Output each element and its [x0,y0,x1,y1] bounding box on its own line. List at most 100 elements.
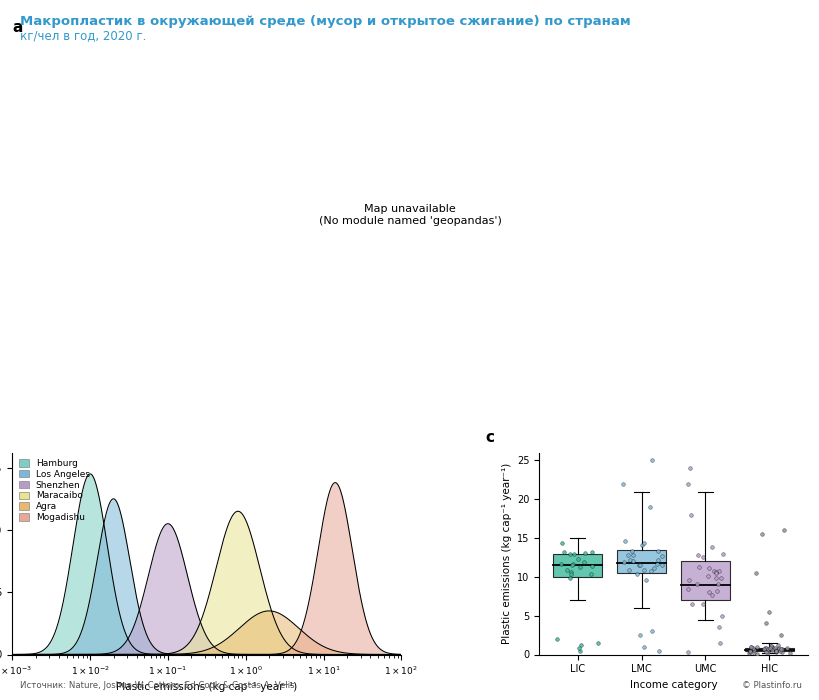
Point [767,642,781,653]
Point [590,637,604,648]
Point [695,552,708,563]
Point [616,478,629,489]
Point [637,564,650,575]
Point [691,561,704,573]
Point [715,610,728,622]
Point [550,634,563,645]
Point [764,640,777,652]
Point [706,566,719,577]
Point [716,549,729,560]
Text: © Plastinfo.ru: © Plastinfo.ru [741,681,801,690]
Point [758,618,771,629]
Y-axis label: Plastic emissions (kg cap⁻¹ year⁻¹): Plastic emissions (kg cap⁻¹ year⁻¹) [501,463,511,644]
Point [564,566,577,578]
Point [559,564,572,575]
Point [636,538,649,549]
Point [759,647,772,658]
Point [626,556,639,567]
Point [626,550,639,561]
Point [745,642,758,653]
Point [763,640,776,652]
Point [690,579,703,590]
Point [681,647,694,658]
Point [774,629,787,641]
Point [775,643,788,655]
Point [761,606,774,617]
Legend: Hamburg, Los Angeles, Shenzhen, Maracaibo, Agra, Mogadishu: Hamburg, Los Angeles, Shenzhen, Maracaib… [17,457,92,524]
Point [639,575,652,586]
Point [635,540,648,551]
Text: Макропластик в окружающей среде (мусор и открытое сжигание) по странам: Макропластик в окружающей среде (мусор и… [20,15,631,29]
Point [761,643,774,655]
Point [624,545,637,557]
Point [690,549,704,560]
Point [761,647,774,658]
Point [652,645,665,656]
Point [749,642,762,653]
Point [572,643,585,654]
Point [571,554,584,565]
Text: c: c [485,430,494,444]
Point [770,640,783,651]
Point [701,570,714,582]
Point [773,645,786,657]
Point [772,642,785,653]
Point [631,559,645,570]
Point [758,643,771,654]
Point [554,559,568,570]
Point [744,642,757,653]
Point [765,645,778,656]
Point [683,509,696,520]
X-axis label: Plastic emissions (kg cap⁻¹ year⁻¹): Plastic emissions (kg cap⁻¹ year⁻¹) [116,682,297,692]
Point [563,568,577,580]
Point [632,559,645,570]
Point [681,478,694,489]
Point [743,647,756,658]
Point [555,537,568,548]
Point [577,547,590,559]
Point [746,645,759,656]
Point [765,642,778,653]
Point [771,643,784,655]
X-axis label: Income category: Income category [629,680,717,689]
Bar [681,561,729,600]
Bar [617,550,665,573]
Point [632,629,645,641]
Point [757,643,770,655]
Point [585,547,598,558]
Point [654,551,667,562]
Text: a: a [12,20,23,35]
Point [620,550,633,561]
Point [708,568,722,579]
Point [682,574,695,585]
Point [775,646,788,657]
Point [564,560,577,571]
Point [637,641,650,652]
Point [563,549,577,560]
Point [709,585,722,596]
Point [572,645,586,656]
Point [685,598,698,610]
Point [649,559,663,570]
Point [749,648,762,659]
Point [701,562,714,573]
Point [746,648,759,659]
Point [577,556,590,568]
Point [713,637,726,648]
Point [622,554,636,566]
Point [749,568,762,579]
Point [573,640,586,651]
Point [585,560,598,571]
Point [744,641,757,652]
Point [683,463,696,474]
Point [651,554,664,566]
Point [563,573,576,584]
Point [708,573,722,584]
Point [758,643,771,654]
Point [651,545,664,557]
Point [782,648,795,659]
Point [647,562,660,573]
Point [705,589,718,601]
Point [741,648,754,659]
Point [681,584,694,595]
